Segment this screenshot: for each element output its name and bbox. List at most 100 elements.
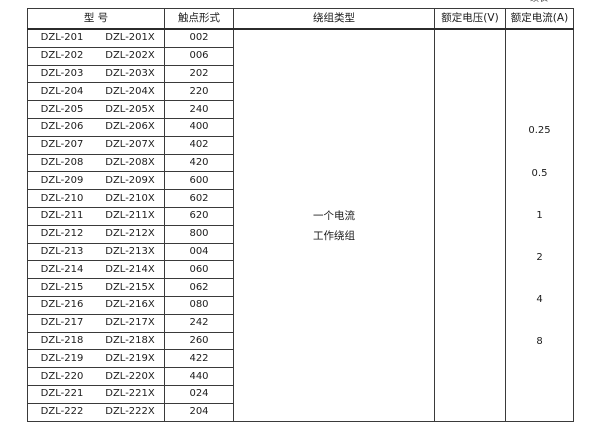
cell-contact-form: 402 — [164, 135, 234, 155]
column-header-winding-type-label: 绕组类型 — [313, 12, 355, 25]
model-variant: DZL-220X — [105, 370, 155, 382]
model-base: DZL-217 — [40, 317, 84, 329]
table-row: DZL-207 DZL-207X 402 — [27, 135, 574, 155]
cell-contact-form: 004 — [164, 242, 234, 262]
cell-model: DZL-218 DZL-218X — [27, 331, 165, 351]
column-header-model-label: 型 号 — [83, 12, 109, 25]
model-base: DZL-218 — [40, 334, 84, 346]
cell-contact-form: 204 — [164, 402, 234, 422]
cell-model: DZL-206 DZL-206X — [27, 117, 165, 137]
cell-contact-form: 242 — [164, 313, 234, 333]
table-row: DZL-202 DZL-202X 006 — [27, 46, 574, 66]
model-pair: DZL-210 DZL-210X — [28, 193, 164, 204]
table-row: DZL-204 DZL-204X 220 — [27, 82, 574, 102]
model-variant: DZL-222X — [105, 406, 155, 418]
table-row: DZL-206 DZL-206X 400 — [27, 117, 574, 137]
table-body: DZL-201 DZL-201X 002 一个电流 工作绕组 0.25 0.5 1 2 4 8 DZL… — [27, 28, 574, 422]
model-pair: DZL-213 DZL-213X — [28, 245, 164, 257]
cell-contact-form: 006 — [164, 46, 234, 66]
cell-model: DZL-207 DZL-207X — [27, 135, 165, 155]
model-variant: DZL-218X — [105, 334, 155, 346]
cell-contact-form: 602 — [164, 189, 234, 208]
cell-model: DZL-202 DZL-202X — [27, 46, 165, 66]
rated-current-value: 1 — [536, 210, 543, 221]
cell-model: DZL-204 DZL-204X — [27, 82, 165, 102]
continued-table-label: 续表 — [505, 0, 573, 4]
relay-specification-table: 型 号 触点形式 绕组类型 额定电压(V) 额定电流(A) DZL-201 DZL… — [27, 8, 574, 422]
cell-model: DZL-213 DZL-213X — [27, 242, 165, 262]
model-variant: DZL-219X — [105, 352, 155, 364]
table-row: DZL-213 DZL-213X 004 — [27, 242, 574, 262]
model-pair: DZL-202 DZL-202X — [28, 51, 164, 61]
cell-contact-form: 060 — [164, 260, 234, 280]
model-base: DZL-211 — [40, 210, 84, 222]
model-pair: DZL-221 DZL-221X — [28, 389, 164, 399]
rated-current-value: 4 — [536, 294, 543, 305]
table-row: DZL-211 DZL-211X 620 — [27, 206, 574, 226]
model-base: DZL-201 — [40, 32, 84, 44]
model-base: DZL-220 — [40, 370, 84, 382]
model-pair: DZL-216 DZL-216X — [28, 300, 164, 310]
column-header-rated-current: 额定电流(A) — [505, 8, 574, 30]
model-variant: DZL-214X — [105, 263, 155, 275]
model-pair: DZL-219 DZL-219X — [28, 352, 164, 364]
cell-model: DZL-214 DZL-214X — [27, 260, 165, 280]
cell-model: DZL-208 DZL-208X — [27, 153, 165, 173]
model-pair: DZL-218 DZL-218X — [28, 334, 164, 346]
table-row: DZL-210 DZL-210X 602 — [27, 189, 574, 208]
cell-model: DZL-201 DZL-201X — [27, 28, 165, 48]
model-variant: DZL-206X — [105, 121, 155, 133]
winding-type-line-1: 一个电流 — [313, 210, 355, 222]
model-base: DZL-221 — [40, 388, 84, 400]
table-row: DZL-219 DZL-219X 422 — [27, 349, 574, 369]
cell-rated-voltage — [434, 28, 506, 422]
model-variant: DZL-213X — [105, 245, 155, 257]
winding-type-text: 一个电流 工作绕组 — [234, 206, 434, 246]
model-variant: DZL-204X — [105, 85, 155, 97]
cell-contact-form: 062 — [164, 278, 234, 297]
model-pair: DZL-204 DZL-204X — [28, 85, 164, 97]
model-pair: DZL-207 DZL-207X — [28, 140, 164, 150]
cell-model: DZL-222 DZL-222X — [27, 402, 165, 422]
column-header-model: 型 号 — [27, 8, 165, 30]
model-pair: DZL-217 DZL-217X — [28, 318, 164, 328]
model-pair: DZL-220 DZL-220X — [28, 370, 164, 382]
cell-contact-form: 220 — [164, 82, 234, 102]
model-pair: DZL-208 DZL-208X — [28, 156, 164, 168]
model-variant: DZL-202X — [105, 50, 155, 62]
model-variant: DZL-221X — [105, 388, 155, 400]
table-row: DZL-212 DZL-212X 800 — [27, 224, 574, 244]
model-variant: DZL-215X — [105, 281, 155, 293]
model-base: DZL-216 — [40, 299, 84, 311]
cell-contact-form: 202 — [164, 64, 234, 84]
column-header-rated-current-label: 额定电流(A) — [510, 12, 569, 25]
model-base: DZL-215 — [40, 281, 84, 293]
rated-current-value: 8 — [536, 336, 543, 347]
cell-model: DZL-209 DZL-209X — [27, 171, 165, 191]
model-variant: DZL-209X — [105, 174, 155, 186]
cell-contact-form: 420 — [164, 153, 234, 173]
cell-contact-form: 024 — [164, 384, 234, 404]
model-pair: DZL-203 DZL-203X — [28, 68, 164, 79]
model-base: DZL-208 — [40, 156, 84, 168]
model-variant: DZL-211X — [105, 210, 155, 222]
rated-current-value: 0.5 — [531, 168, 548, 179]
table-row: DZL-209 DZL-209X 600 — [27, 171, 574, 191]
rated-current-value: 2 — [536, 252, 543, 263]
cell-model: DZL-210 DZL-210X — [27, 189, 165, 208]
table-row: DZL-217 DZL-217X 242 — [27, 313, 574, 333]
cell-contact-form: 600 — [164, 171, 234, 191]
model-variant: DZL-207X — [105, 139, 155, 151]
cell-contact-form: 002 — [164, 28, 234, 48]
table-row: DZL-221 DZL-221X 024 — [27, 384, 574, 404]
model-base: DZL-213 — [40, 245, 84, 257]
model-base: DZL-205 — [40, 103, 84, 115]
model-base: DZL-206 — [40, 121, 84, 133]
model-base: DZL-222 — [40, 406, 84, 418]
table-row: DZL-201 DZL-201X 002 一个电流 工作绕组 0.25 0.5 1 2 4 8 — [27, 28, 574, 422]
cell-model: DZL-203 DZL-203X — [27, 64, 165, 84]
table-header: 型 号 触点形式 绕组类型 额定电压(V) 额定电流(A) — [27, 8, 574, 30]
cell-contact-form: 260 — [164, 331, 234, 351]
column-header-contact-form-label: 触点形式 — [178, 12, 220, 25]
rated-current-value: 0.25 — [528, 125, 551, 136]
